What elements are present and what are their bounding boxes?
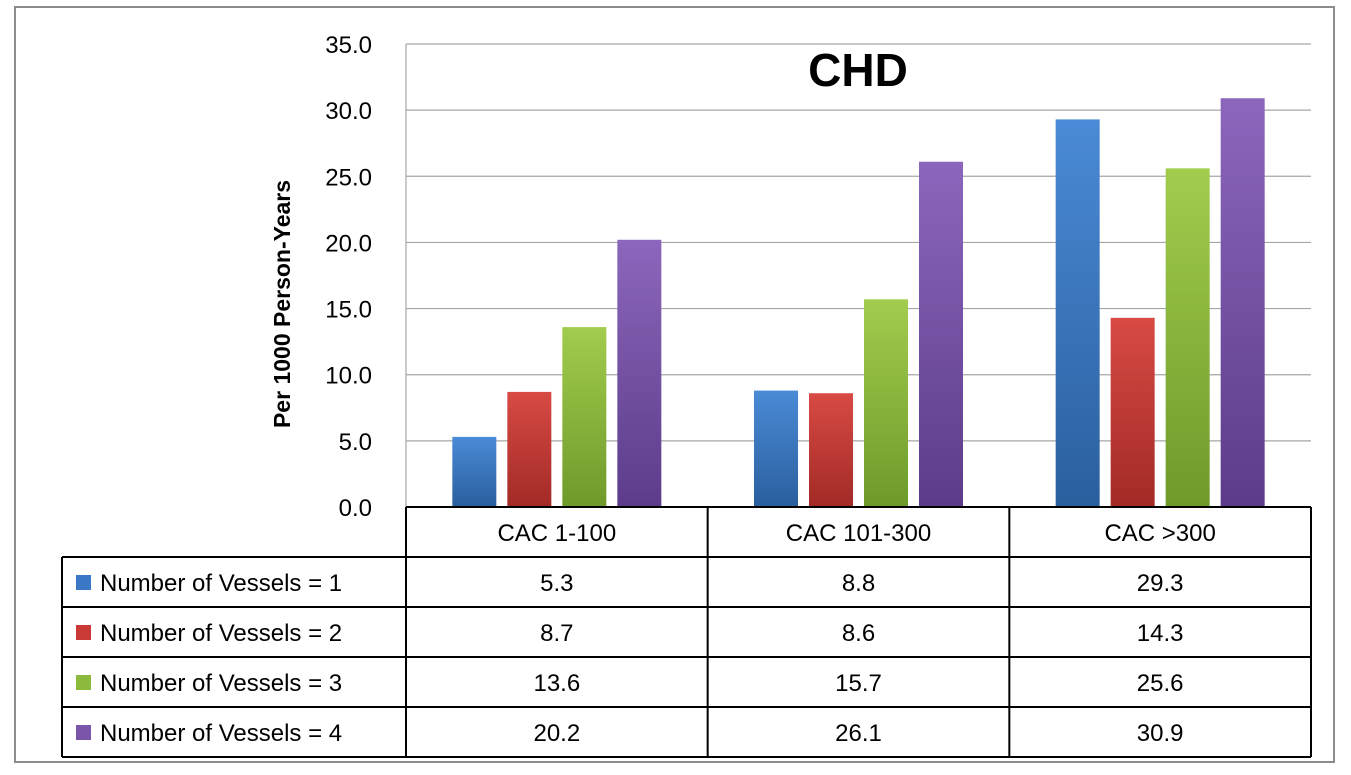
y-tick-label: 35.0 [325, 32, 372, 59]
legend-label: Number of Vessels = 1 [100, 570, 342, 597]
bar-series1-cat3 [1055, 119, 1100, 507]
legend-label: Number of Vessels = 2 [100, 620, 342, 647]
bar-series1-cat2 [754, 390, 798, 507]
bar-series4-cat1 [617, 239, 662, 508]
table-value: 15.7 [835, 670, 882, 697]
y-axis-label: Per 1000 Person-Years [269, 180, 295, 428]
category-label: CAC >300 [1104, 520, 1215, 547]
table-value: 29.3 [1137, 570, 1184, 597]
gridlines [405, 43, 1311, 507]
y-tick-label: 25.0 [325, 164, 372, 191]
table-value: 8.7 [540, 620, 573, 647]
table-value: 8.8 [842, 570, 875, 597]
table-value: 14.3 [1137, 620, 1184, 647]
legend-key-4 [76, 725, 91, 740]
bar-series2-cat2 [809, 393, 853, 507]
bar-series1-cat1 [452, 436, 497, 507]
bar-series4-cat3 [1220, 98, 1265, 507]
legend-key-3 [76, 675, 91, 690]
table-value: 25.6 [1137, 670, 1184, 697]
legend-label: Number of Vessels = 4 [100, 720, 342, 747]
bar-series4-cat2 [919, 161, 963, 507]
table-value: 20.2 [533, 720, 580, 747]
y-tick-label: 5.0 [339, 429, 372, 456]
y-tick-label: 20.0 [325, 230, 372, 257]
table-value: 26.1 [835, 720, 882, 747]
legend-label: Number of Vessels = 3 [100, 670, 342, 697]
table-value: 5.3 [540, 570, 573, 597]
y-tick-label: 10.0 [325, 363, 372, 390]
table-value: 30.9 [1137, 720, 1184, 747]
legend-key-1 [76, 575, 91, 590]
bar-series2-cat3 [1110, 317, 1155, 507]
table-value: 8.6 [842, 620, 875, 647]
category-label: CAC 101-300 [786, 520, 931, 547]
y-axis-ticks: 0.0 5.0 10.0 15.0 20.0 25.0 30.0 35.0 [325, 32, 372, 522]
bar-series3-cat3 [1165, 168, 1210, 507]
y-tick-label: 15.0 [325, 297, 372, 324]
bar-series2-cat1 [507, 391, 552, 507]
bars [452, 98, 1265, 508]
category-label: CAC 1-100 [497, 520, 616, 547]
legend-key-2 [76, 625, 91, 640]
bar-series3-cat2 [864, 299, 908, 507]
chart-title: CHD [808, 44, 908, 96]
y-tick-label: 0.0 [339, 495, 372, 522]
y-tick-label: 30.0 [325, 98, 372, 125]
data-table: CAC 1-100 CAC 101-300 CAC >300 Number of Ve… [61, 506, 1312, 758]
table-value: 13.6 [533, 670, 580, 697]
bar-series3-cat1 [562, 327, 607, 507]
